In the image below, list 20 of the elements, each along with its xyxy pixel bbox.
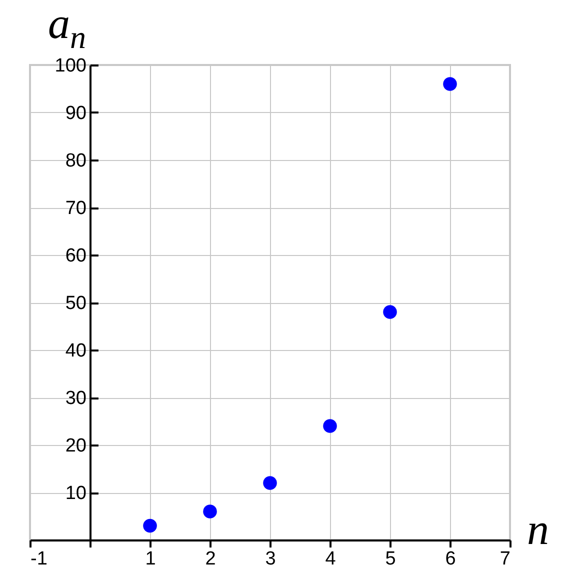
y-axis-title: a$_{n}$ xyxy=(48,0,86,55)
y-tick-label: 10 xyxy=(65,483,86,504)
x-tick-label: 5 xyxy=(385,548,396,570)
x-tick-label: 3 xyxy=(265,548,276,570)
x-tick-label: 7 xyxy=(500,548,510,570)
y-tick-label: 30 xyxy=(65,388,86,409)
x-tick-label: -1 xyxy=(30,548,48,570)
y-tick-label: 50 xyxy=(65,293,86,314)
x-axis-title: n xyxy=(527,505,549,554)
y-tick-label: 40 xyxy=(65,340,86,362)
y-tick-label: 100 xyxy=(54,56,86,76)
y-tick-label: 80 xyxy=(65,150,86,172)
x-tick-label: 6 xyxy=(445,548,456,570)
x-tick-label: 1 xyxy=(145,548,156,570)
x-tick-label: 2 xyxy=(205,548,216,570)
y-tick-label: 60 xyxy=(65,246,86,266)
x-tick-label: 4 xyxy=(325,548,336,570)
y-tick-label: 20 xyxy=(65,436,86,456)
y-tick-label: 70 xyxy=(65,198,86,219)
y-tick-label: 90 xyxy=(65,103,86,124)
